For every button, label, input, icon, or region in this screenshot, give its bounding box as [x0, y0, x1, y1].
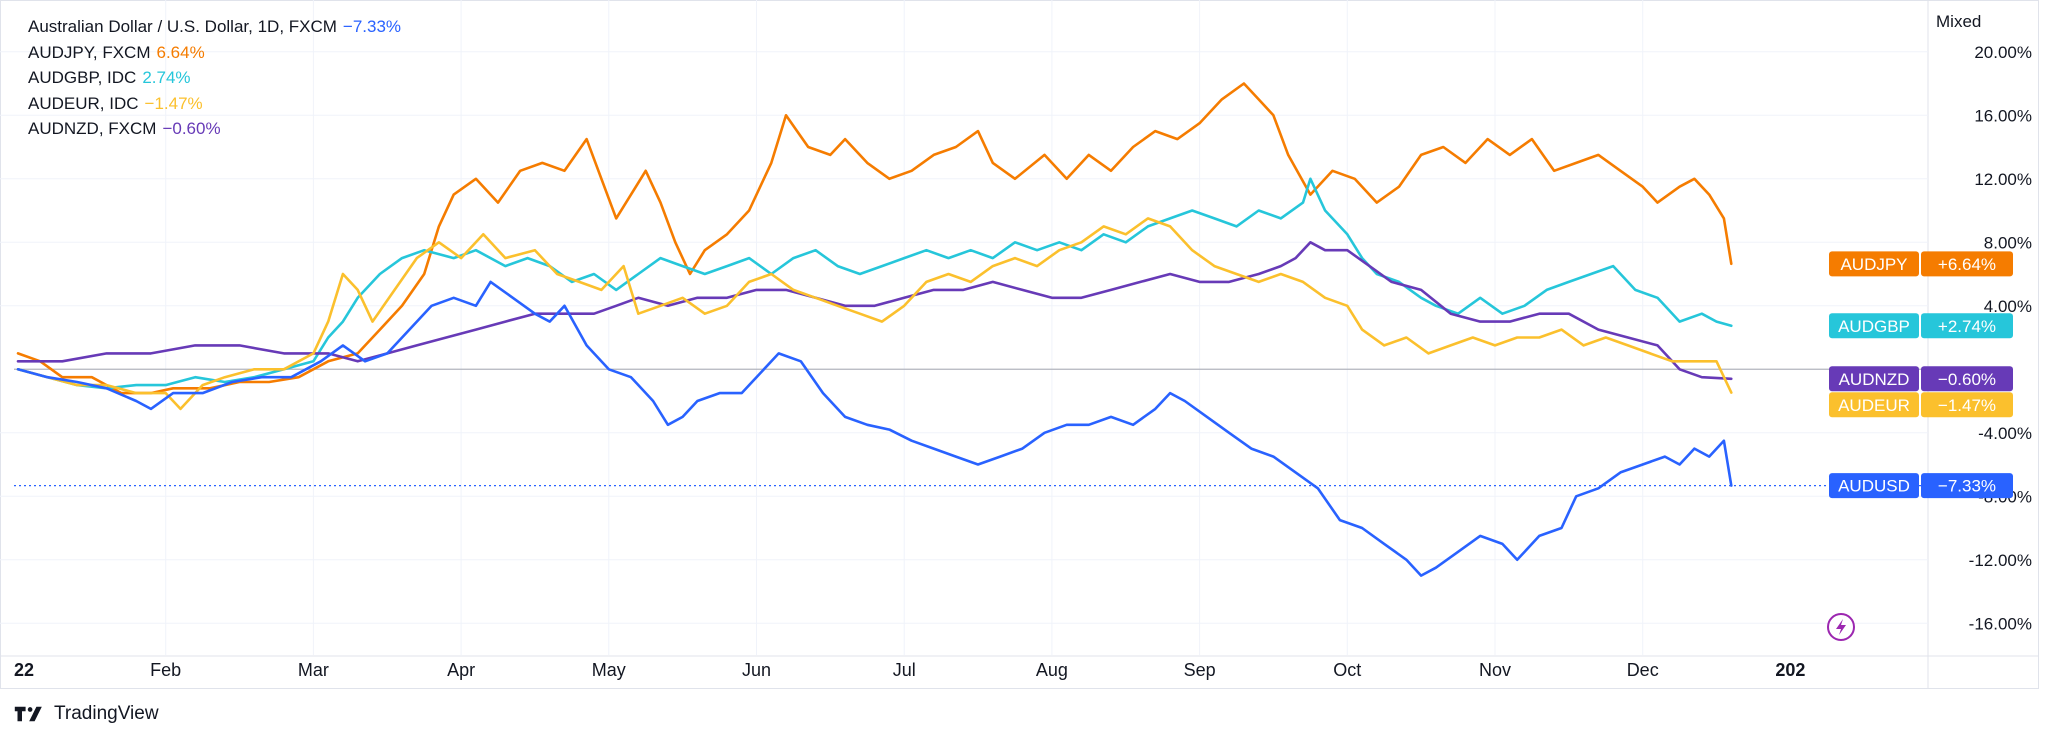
price-tag-symbol: AUDUSD — [1838, 477, 1910, 496]
series-line-audgbp — [16, 177, 1733, 390]
axis-labels: 20.00%16.00%12.00%8.00%4.00%-4.00%-8.00%… — [14, 43, 2032, 680]
y-tick-label: 20.00% — [1974, 43, 2032, 62]
x-tick-label: 22 — [14, 660, 34, 680]
y-tick-label: 16.00% — [1974, 106, 2032, 125]
chart-frame — [0, 0, 2039, 689]
price-tag-audusd[interactable]: AUDUSD −7.33% — [1829, 473, 2013, 499]
y-tick-label: 4.00% — [1984, 297, 2032, 316]
x-tick-label: Sep — [1184, 660, 1216, 680]
price-tag-symbol: AUDEUR — [1838, 396, 1910, 415]
y-tick-label: -12.00% — [1969, 551, 2032, 570]
legend-item-audeur[interactable]: AUDEUR, IDC −1.47% — [28, 91, 401, 117]
x-tick-label: Apr — [447, 660, 475, 680]
x-tick-label: Oct — [1333, 660, 1361, 680]
scale-mode-label[interactable]: Mixed — [1936, 12, 1982, 31]
legend-value: −7.33% — [342, 17, 402, 36]
legend-item-audusd[interactable]: Australian Dollar / U.S. Dollar, 1D, FXC… — [28, 14, 401, 40]
tradingview-logo-icon — [14, 706, 42, 722]
price-tag-symbol: AUDGBP — [1838, 317, 1910, 336]
series-line-audeur — [16, 217, 1733, 411]
lightning-icon[interactable] — [1827, 613, 1855, 641]
legend-item-audjpy[interactable]: AUDJPY, FXCM 6.64% — [28, 40, 401, 66]
x-tick-label: 202 — [1775, 660, 1805, 680]
price-tag-value: +6.64% — [1938, 255, 1996, 274]
chart-legend: Australian Dollar / U.S. Dollar, 1D, FXC… — [28, 14, 401, 142]
price-tag-value: −1.47% — [1938, 396, 1996, 415]
x-tick-label: Jun — [742, 660, 771, 680]
legend-label: AUDNZD, FXCM — [28, 119, 157, 138]
x-tick-label: May — [592, 660, 626, 680]
tradingview-brand[interactable]: TradingView — [14, 703, 159, 725]
price-tag-audnzd[interactable]: AUDNZD −0.60% — [1829, 366, 2013, 392]
legend-label: AUDJPY, FXCM — [28, 42, 151, 62]
grid-lines — [0, 0, 2039, 689]
x-tick-label: Feb — [150, 660, 181, 680]
x-tick-label: Mar — [298, 660, 329, 680]
y-tick-label: 8.00% — [1984, 233, 2032, 252]
price-tag-value: −0.60% — [1938, 370, 1996, 389]
price-tag-audjpy[interactable]: AUDJPY +6.64% — [1829, 251, 2013, 277]
y-tick-label: -16.00% — [1969, 614, 2032, 633]
price-tag-symbol: AUDJPY — [1840, 255, 1907, 274]
legend-value: 6.64% — [156, 42, 205, 62]
price-tag-value: −7.33% — [1938, 477, 1996, 496]
legend-label: Australian Dollar / U.S. Dollar, 1D, FXC… — [28, 17, 337, 36]
legend-item-audgbp[interactable]: AUDGBP, IDC 2.74% — [28, 65, 401, 91]
legend-value: −0.60% — [162, 119, 221, 138]
brand-name: TradingView — [54, 703, 159, 724]
series-line-audusd — [16, 280, 1733, 577]
y-tick-label: 12.00% — [1974, 170, 2032, 189]
price-tag-audeur[interactable]: AUDEUR −1.47% — [1829, 392, 2013, 418]
x-tick-label: Dec — [1627, 660, 1659, 680]
x-tick-label: Aug — [1036, 660, 1068, 680]
x-tick-label: Jul — [893, 660, 916, 680]
legend-label: AUDGBP, IDC — [28, 68, 137, 87]
legend-label: AUDEUR, IDC — [28, 93, 139, 113]
series-line-audjpy — [16, 82, 1733, 395]
price-tags: AUDJPY +6.64% AUDGBP +2.74% AUDNZD −0.60% AUDE… — [1829, 251, 2013, 499]
x-tick-label: Nov — [1479, 660, 1511, 680]
price-tag-symbol: AUDNZD — [1839, 370, 1910, 389]
legend-value: 2.74% — [142, 68, 191, 87]
y-tick-label: -4.00% — [1978, 424, 2032, 443]
legend-item-audnzd[interactable]: AUDNZD, FXCM −0.60% — [28, 116, 401, 142]
legend-value: −1.47% — [144, 93, 203, 113]
price-tag-value: +2.74% — [1938, 317, 1996, 336]
series-lines — [16, 82, 1733, 577]
series-line-audnzd — [16, 241, 1733, 381]
price-tag-audgbp[interactable]: AUDGBP +2.74% — [1829, 313, 2013, 339]
